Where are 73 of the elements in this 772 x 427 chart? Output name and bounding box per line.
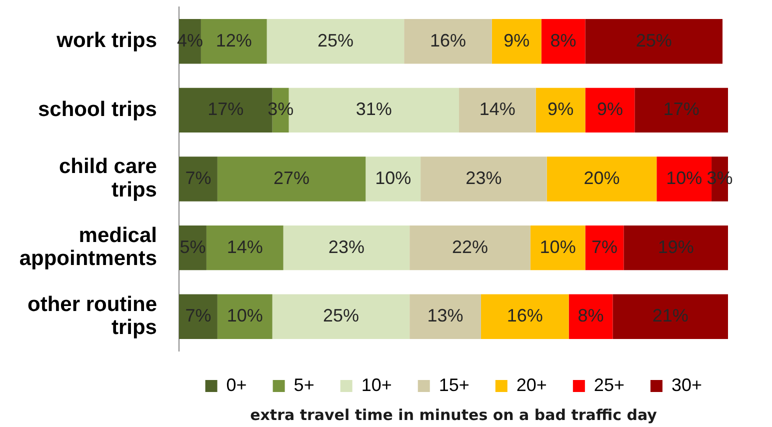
data-label: 7% [591, 236, 618, 257]
data-label: 23% [466, 168, 502, 188]
legend-label: 15+ [438, 374, 470, 395]
data-label: 8% [578, 306, 604, 326]
bar [546, 156, 657, 202]
y-tick-label: work trips [56, 29, 157, 52]
y-tick-label: other routine trips [28, 292, 157, 339]
bar [480, 294, 569, 339]
bar [612, 294, 728, 339]
data-label: 27% [274, 168, 310, 188]
data-label: 10% [375, 168, 412, 188]
data-label: 10% [226, 306, 263, 326]
bar [530, 225, 586, 270]
data-label: 16% [506, 306, 543, 326]
y-tick-label: medical appointments [19, 224, 157, 270]
data-label: 10% [540, 236, 576, 257]
bar [410, 225, 530, 270]
bar [585, 225, 624, 270]
bar [272, 294, 410, 339]
bar [420, 156, 547, 202]
bar [217, 294, 272, 339]
bar [536, 88, 586, 133]
bar [624, 225, 728, 270]
bar [179, 294, 218, 339]
bar [404, 19, 492, 64]
data-label: 21% [652, 306, 688, 326]
bar [366, 156, 421, 202]
bar [283, 225, 410, 270]
y-tick-label: child care trips [58, 155, 157, 202]
legend-label: 20+ [516, 374, 547, 395]
bar [206, 225, 284, 270]
bar [266, 19, 404, 64]
bar [585, 19, 723, 64]
bar [492, 19, 542, 64]
legend-label: 0+ [226, 374, 247, 395]
legend-label: 30+ [671, 374, 702, 395]
y-tick-label: school trips [38, 98, 157, 121]
data-label: 5% [180, 236, 206, 257]
data-label: 23% [328, 236, 364, 257]
data-label: 12% [216, 30, 252, 50]
data-label: 14% [226, 236, 263, 257]
bar [634, 88, 728, 133]
bar [217, 156, 366, 202]
data-label: 8% [550, 30, 576, 50]
data-label: 16% [430, 30, 466, 50]
data-label: 9% [548, 99, 574, 120]
data-label: 9% [504, 30, 530, 50]
data-label: 7% [185, 168, 212, 188]
legend-label: 25+ [594, 374, 624, 395]
bar [568, 294, 613, 339]
data-label: 20% [584, 168, 620, 188]
data-label: 31% [356, 99, 392, 120]
legend-label: 10+ [361, 374, 392, 395]
bar [179, 156, 218, 202]
bar [541, 19, 586, 64]
bar [410, 294, 481, 339]
data-label: 10% [666, 168, 702, 188]
data-label: 13% [427, 306, 464, 326]
x-axis-title: extra travel time in minutes on a bad traffic day [250, 406, 658, 424]
legend-label: 5+ [294, 374, 314, 395]
data-label: 17% [208, 99, 244, 120]
data-label: 25% [322, 306, 359, 326]
data-label: 14% [479, 99, 516, 120]
bar [458, 88, 536, 133]
bar [585, 88, 635, 133]
data-label: 22% [452, 236, 488, 257]
data-label: 25% [317, 30, 354, 50]
bar [200, 19, 267, 64]
data-label: 19% [658, 236, 694, 257]
data-label: 17% [663, 99, 700, 120]
data-label: 7% [185, 306, 212, 326]
data-label: 9% [596, 99, 623, 120]
data-label: 25% [636, 30, 672, 50]
